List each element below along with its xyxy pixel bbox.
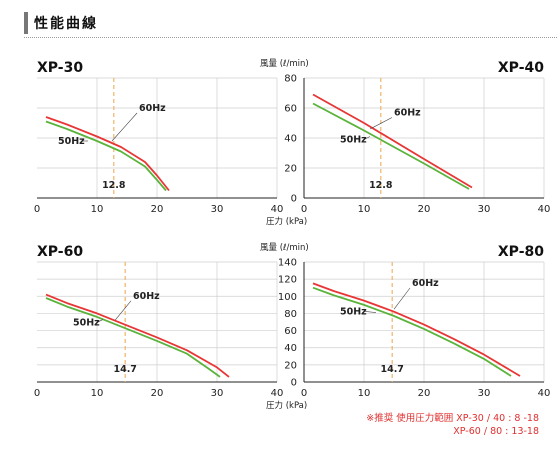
- chart-title: XP-80: [498, 244, 544, 260]
- series-label-60hz: 60Hz: [394, 108, 421, 119]
- series-label-60hz: 60Hz: [412, 278, 439, 289]
- x-tick-label: 40: [538, 204, 551, 215]
- pressure-marker-label: 14.7: [380, 364, 403, 375]
- note-line-2: XP-60 / 80 : 13-18: [453, 426, 539, 437]
- y-tick-label: 80: [284, 74, 297, 85]
- header-dotted-rule: [24, 37, 557, 38]
- x-tick-label: 0: [34, 388, 40, 399]
- leader-line-60hz: [393, 287, 411, 310]
- leader-line-50hz: [363, 310, 377, 313]
- x-tick-label: 20: [151, 388, 164, 399]
- y-tick-label: 140: [278, 258, 297, 269]
- chart-title: XP-60: [37, 244, 83, 260]
- series-60hz-line: [312, 282, 521, 377]
- section-header: 性能曲線: [0, 12, 557, 38]
- y-tick-label: 20: [284, 360, 297, 371]
- series-60hz-line: [45, 293, 230, 378]
- series-label-50hz: 50Hz: [340, 135, 367, 146]
- x-tick-label: 40: [271, 204, 284, 215]
- x-axis-label: 圧力 (kPa): [266, 216, 307, 227]
- y-tick-label: 60: [284, 326, 297, 337]
- x-tick-label: 40: [271, 388, 284, 399]
- x-tick-label: 30: [478, 388, 491, 399]
- recommended-pressure-note: ※推奨 使用圧力範囲 XP-30 / 40 : 8 -18 XP-60 / 80…: [366, 412, 539, 438]
- x-tick-label: 0: [34, 204, 40, 215]
- series-label-50hz: 50Hz: [73, 317, 100, 328]
- pressure-marker-label: 12.8: [369, 180, 393, 191]
- x-tick-label: 30: [211, 204, 224, 215]
- x-tick-label: 10: [358, 204, 371, 215]
- x-tick-label: 10: [91, 388, 104, 399]
- x-tick-label: 30: [478, 204, 491, 215]
- pressure-marker-label: 14.7: [113, 364, 136, 375]
- note-line-1: ※推奨 使用圧力範囲 XP-30 / 40 : 8 -18: [366, 413, 539, 424]
- x-tick-label: 20: [418, 204, 431, 215]
- series-50hz-line: [45, 120, 167, 192]
- x-tick-label: 0: [301, 204, 307, 215]
- y-tick-label: 80: [284, 309, 297, 320]
- x-axis-label: 圧力 (kPa): [266, 400, 307, 411]
- series-50hz-line: [312, 286, 512, 377]
- y-tick-label: 20: [284, 164, 297, 175]
- x-tick-label: 30: [211, 388, 224, 399]
- y-tick-label: 40: [284, 343, 297, 354]
- chart-title: XP-30: [37, 60, 83, 76]
- y-axis-label: 風量 (ℓ/min): [260, 59, 309, 69]
- y-tick-label: 40: [284, 134, 297, 145]
- leader-line-60hz: [369, 117, 393, 130]
- x-tick-label: 20: [418, 388, 431, 399]
- y-tick-label: 60: [284, 104, 297, 115]
- x-tick-label: 10: [358, 388, 371, 399]
- leader-line-60hz: [114, 300, 132, 321]
- series-50hz-line: [312, 102, 470, 190]
- y-tick-label: 100: [278, 292, 297, 303]
- series-label-60hz: 60Hz: [139, 103, 166, 114]
- pressure-marker-label: 12.8: [102, 180, 126, 191]
- chart-title: XP-40: [498, 60, 544, 76]
- leader-line-60hz: [111, 112, 138, 142]
- x-tick-label: 40: [538, 388, 551, 399]
- x-tick-label: 20: [151, 204, 164, 215]
- y-tick-label: 120: [278, 275, 297, 286]
- series-60hz-line: [45, 116, 170, 192]
- leader-line-50hz: [363, 136, 371, 140]
- series-label-50hz: 50Hz: [58, 136, 85, 147]
- x-tick-label: 10: [91, 204, 104, 215]
- y-tick-label: 0: [291, 378, 297, 389]
- y-axis-label: 風量 (ℓ/min): [260, 243, 309, 253]
- series-60hz-line: [312, 93, 473, 189]
- section-title: 性能曲線: [34, 16, 98, 32]
- series-label-60hz: 60Hz: [133, 291, 160, 302]
- header-bar: [24, 12, 28, 34]
- y-tick-label: 0: [291, 194, 297, 205]
- series-label-50hz: 50Hz: [340, 306, 367, 317]
- x-tick-label: 0: [301, 388, 307, 399]
- series-50hz-line: [45, 297, 221, 378]
- leader-line-50hz: [96, 319, 104, 323]
